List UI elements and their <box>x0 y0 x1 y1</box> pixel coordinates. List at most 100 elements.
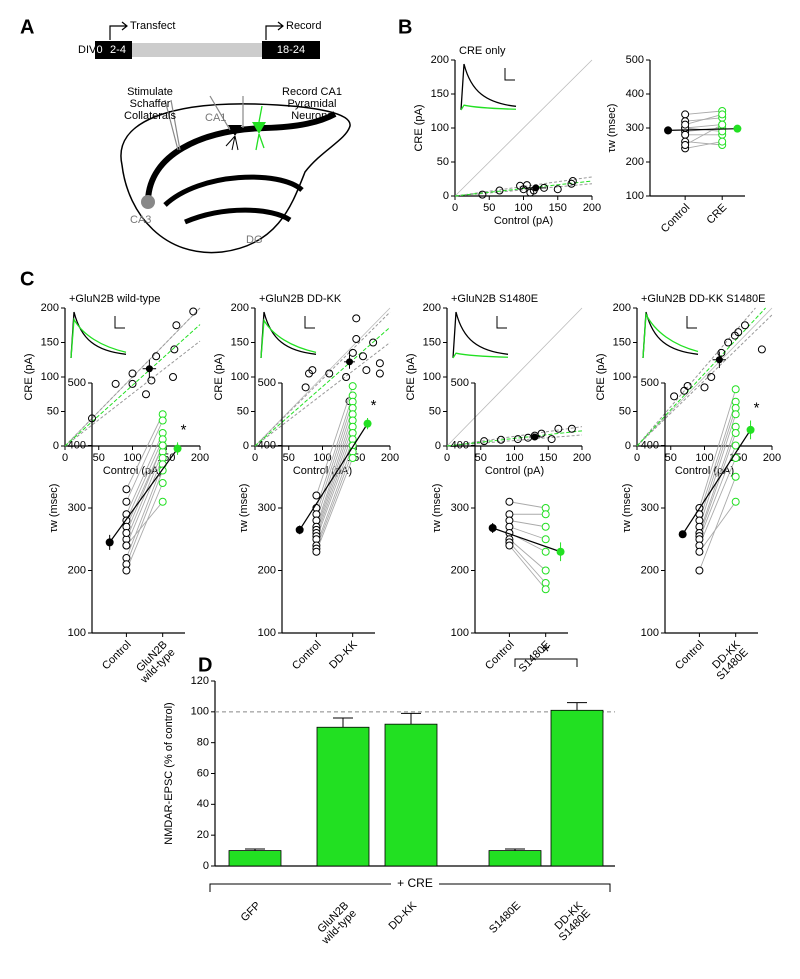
point <box>505 541 514 550</box>
trace <box>70 317 127 359</box>
x-tick-label-line: Control <box>483 639 517 673</box>
point <box>731 497 740 506</box>
pair-line <box>125 445 164 534</box>
pair-line <box>315 414 354 527</box>
y-axis-label: τw (msec) <box>238 484 250 533</box>
point <box>152 352 161 361</box>
y-tick-label: 200 <box>423 302 441 314</box>
x-axis-label: Control (pA) <box>485 465 544 477</box>
y-tick-label: 150 <box>613 336 631 348</box>
ci-line <box>254 342 391 447</box>
y-tick-label: 200 <box>451 564 469 576</box>
y-tick-label: 300 <box>626 122 644 134</box>
x-tick-label: 100 <box>123 452 141 464</box>
x-tick-label-line: Control <box>659 202 693 236</box>
y-tick-label: 100 <box>41 371 59 383</box>
y-tick-label: 120 <box>191 675 209 687</box>
mean-point <box>173 444 182 453</box>
pair-line <box>698 432 737 537</box>
point <box>695 566 704 575</box>
pair-line <box>685 141 723 146</box>
point <box>541 535 550 544</box>
point <box>122 497 131 506</box>
x-tick-label: CRE <box>704 202 729 227</box>
y-tick-label: 500 <box>626 54 644 66</box>
trace <box>642 311 699 359</box>
arrow <box>265 21 284 40</box>
mean-point <box>145 365 153 373</box>
ci-line <box>454 183 593 197</box>
y-tick-label: 400 <box>68 439 86 451</box>
trace <box>460 63 517 111</box>
point <box>553 185 562 194</box>
x-tick-label: 200 <box>191 452 209 464</box>
y-tick-label: 100 <box>231 371 249 383</box>
point <box>513 435 522 444</box>
pair-line <box>315 426 354 534</box>
point <box>718 110 727 119</box>
mean-point <box>363 419 372 428</box>
y-tick-label: 0 <box>53 440 59 452</box>
x-tick-label: Control <box>483 639 517 673</box>
panel-label: D <box>198 654 212 676</box>
pair-line <box>315 432 354 537</box>
stage-box <box>95 41 104 59</box>
neuron <box>228 125 242 136</box>
point <box>541 547 550 556</box>
ci-line <box>636 307 756 447</box>
trace <box>452 311 509 359</box>
trace <box>260 318 317 359</box>
point <box>480 437 489 446</box>
y-axis-label: CRE (pA) <box>213 353 225 400</box>
scale-bar <box>304 316 315 329</box>
x-tick-label: 0 <box>444 452 450 464</box>
point <box>681 110 690 119</box>
record-label: Record <box>286 20 321 32</box>
x-tick-label: S1480E <box>487 900 523 936</box>
dg-label: DG <box>246 234 263 246</box>
pair-line <box>685 124 723 129</box>
div-label: DIV <box>78 44 97 56</box>
y-tick-label: 500 <box>641 377 659 389</box>
point <box>111 379 120 388</box>
point <box>158 479 167 487</box>
y-tick-label: 100 <box>431 122 449 134</box>
point <box>369 338 378 347</box>
pair-line <box>125 470 164 565</box>
point <box>724 338 733 347</box>
point <box>554 424 563 433</box>
point <box>681 141 690 149</box>
pair-line <box>315 407 354 521</box>
point <box>567 424 576 433</box>
y-axis-label: NMDAR-EPSC (% of control) <box>163 702 175 844</box>
x-tick-label: Control <box>673 639 707 673</box>
scale-bar <box>496 316 507 329</box>
y-axis-label: CRE (pA) <box>405 353 417 400</box>
point <box>695 547 704 556</box>
point <box>495 186 504 195</box>
x-tick-label: 0 <box>252 452 258 464</box>
bar <box>316 726 370 867</box>
trace <box>452 352 509 359</box>
y-tick-label: 50 <box>437 156 449 168</box>
x-tick-label-line: Control <box>673 639 707 673</box>
y-tick-label: 0 <box>625 440 631 452</box>
y-tick-label: 200 <box>626 156 644 168</box>
y-tick-label: 60 <box>197 767 209 779</box>
dg-layer <box>163 174 304 207</box>
point <box>359 352 367 361</box>
x-axis-label: Control (pA) <box>494 215 553 227</box>
stimulate-label: Stimulate <box>127 86 173 98</box>
point <box>348 454 357 462</box>
stage-label: 2-4 <box>110 44 126 56</box>
y-tick-label: 150 <box>231 336 249 348</box>
chart-title: CRE only <box>459 45 506 57</box>
point <box>731 441 740 450</box>
dendrite <box>255 105 265 151</box>
pair-line <box>698 401 737 515</box>
